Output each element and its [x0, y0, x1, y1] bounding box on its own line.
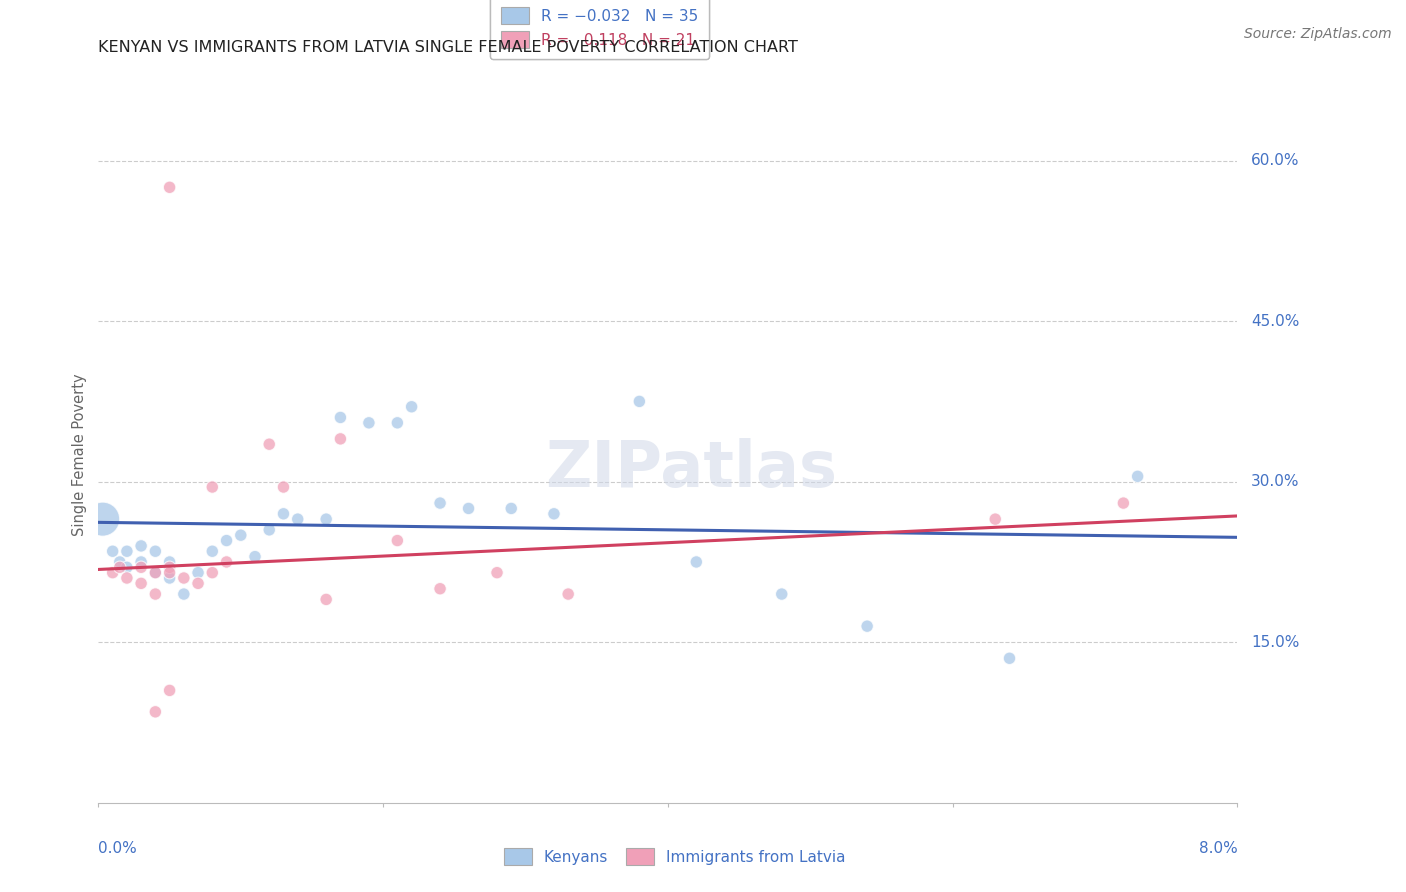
Point: [108, 560, 131, 574]
Point: [984, 512, 1007, 526]
Text: KENYAN VS IMMIGRANTS FROM LATVIA SINGLE FEMALE POVERTY CORRELATION CHART: KENYAN VS IMMIGRANTS FROM LATVIA SINGLE …: [98, 40, 799, 55]
Text: 45.0%: 45.0%: [1251, 314, 1299, 328]
Point: [856, 619, 879, 633]
Point: [287, 512, 309, 526]
Point: [1126, 469, 1149, 483]
Text: 8.0%: 8.0%: [1198, 841, 1237, 856]
Point: [201, 544, 224, 558]
Point: [187, 566, 209, 580]
Point: [357, 416, 380, 430]
Text: ZIPatlas: ZIPatlas: [544, 438, 837, 500]
Point: [187, 576, 209, 591]
Point: [129, 555, 152, 569]
Point: [315, 512, 337, 526]
Point: [159, 571, 181, 585]
Point: [145, 544, 167, 558]
Text: 60.0%: 60.0%: [1251, 153, 1299, 168]
Point: [159, 683, 181, 698]
Point: [215, 555, 238, 569]
Point: [273, 507, 295, 521]
Point: [501, 501, 523, 516]
Text: 15.0%: 15.0%: [1251, 635, 1299, 649]
Point: [159, 180, 181, 194]
Point: [145, 705, 167, 719]
Point: [1112, 496, 1135, 510]
Point: [129, 576, 152, 591]
Y-axis label: Single Female Poverty: Single Female Poverty: [72, 374, 87, 536]
Point: [159, 560, 181, 574]
Point: [173, 587, 195, 601]
Point: [145, 587, 167, 601]
Point: [329, 410, 352, 425]
Point: [387, 533, 409, 548]
Text: 30.0%: 30.0%: [1251, 475, 1299, 489]
Point: [101, 566, 124, 580]
Point: [201, 480, 224, 494]
Point: [101, 544, 124, 558]
Point: [129, 539, 152, 553]
Text: Source: ZipAtlas.com: Source: ZipAtlas.com: [1244, 27, 1392, 41]
Point: [243, 549, 266, 564]
Point: [273, 480, 295, 494]
Point: [486, 566, 509, 580]
Legend: R = −0.032   N = 35, R =   0.118   N = 21: R = −0.032 N = 35, R = 0.118 N = 21: [491, 0, 709, 59]
Point: [145, 566, 167, 580]
Point: [259, 437, 281, 451]
Point: [628, 394, 651, 409]
Point: [315, 592, 337, 607]
Point: [457, 501, 479, 516]
Text: 0.0%: 0.0%: [98, 841, 138, 856]
Point: [429, 582, 451, 596]
Point: [387, 416, 409, 430]
Point: [229, 528, 252, 542]
Point: [201, 566, 224, 580]
Point: [329, 432, 352, 446]
Point: [685, 555, 707, 569]
Legend: Kenyans, Immigrants from Latvia: Kenyans, Immigrants from Latvia: [494, 838, 856, 875]
Point: [115, 560, 138, 574]
Point: [259, 523, 281, 537]
Point: [91, 512, 114, 526]
Point: [173, 571, 195, 585]
Point: [215, 533, 238, 548]
Point: [770, 587, 793, 601]
Point: [557, 587, 579, 601]
Point: [401, 400, 423, 414]
Point: [429, 496, 451, 510]
Point: [159, 566, 181, 580]
Point: [145, 566, 167, 580]
Point: [998, 651, 1021, 665]
Point: [108, 555, 131, 569]
Point: [115, 544, 138, 558]
Point: [129, 560, 152, 574]
Point: [543, 507, 565, 521]
Point: [115, 571, 138, 585]
Point: [159, 555, 181, 569]
